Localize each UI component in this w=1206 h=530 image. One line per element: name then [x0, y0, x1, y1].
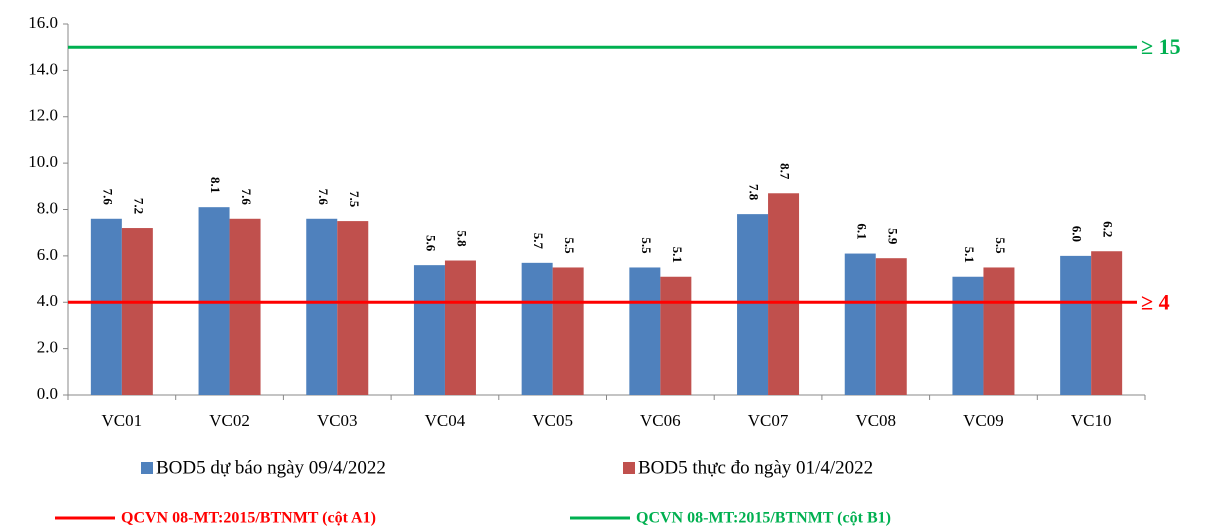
bar	[660, 276, 692, 395]
data-label: 7.8	[747, 184, 762, 201]
bar	[337, 221, 369, 395]
data-label: 7.6	[100, 189, 115, 206]
legend-swatch	[141, 462, 153, 474]
bar	[768, 193, 800, 395]
data-label: 5.1	[670, 247, 685, 263]
x-tick-label: VC04	[425, 411, 466, 430]
legend-label: BOD5 thực đo ngày 01/4/2022	[638, 457, 873, 478]
x-tick-label: VC09	[963, 411, 1004, 430]
x-tick-label: VC01	[102, 411, 143, 430]
y-tick-label: 8.0	[37, 198, 58, 217]
bar	[844, 253, 876, 395]
bar	[552, 267, 584, 395]
bar	[306, 218, 338, 395]
bar	[229, 218, 261, 395]
x-tick-label: VC08	[855, 411, 896, 430]
data-label: 6.1	[854, 223, 869, 239]
reference-label: ≥ 15	[1141, 34, 1181, 59]
data-label: 7.6	[239, 189, 254, 206]
legend-swatch	[623, 462, 635, 474]
data-label: 5.5	[562, 237, 577, 254]
bar	[737, 214, 769, 395]
reference-label: ≥ 4	[1141, 289, 1170, 314]
data-label: 5.5	[993, 237, 1008, 254]
y-tick-label: 0.0	[37, 384, 58, 403]
data-label: 5.6	[423, 235, 438, 252]
legend-label: QCVN 08-MT:2015/BTNMT (cột A1)	[121, 510, 376, 527]
bar	[1091, 251, 1123, 395]
data-label: 5.8	[454, 230, 469, 247]
data-label: 7.5	[347, 191, 362, 208]
data-label: 8.7	[778, 163, 793, 180]
data-label: 8.1	[208, 177, 223, 193]
x-tick-label: VC10	[1071, 411, 1112, 430]
bar	[521, 262, 553, 395]
bar	[629, 267, 661, 395]
bar	[952, 276, 984, 395]
bar	[90, 218, 122, 395]
y-tick-label: 16.0	[28, 13, 58, 32]
data-label: 5.9	[885, 228, 900, 245]
bar	[875, 258, 907, 395]
bar	[121, 228, 153, 395]
x-tick-label: VC07	[748, 411, 789, 430]
data-label: 5.5	[639, 237, 654, 254]
data-label: 6.0	[1070, 226, 1085, 242]
y-tick-label: 4.0	[37, 291, 58, 310]
x-tick-label: VC05	[532, 411, 573, 430]
y-tick-label: 10.0	[28, 152, 58, 171]
bar	[1060, 255, 1092, 395]
y-tick-label: 2.0	[37, 338, 58, 357]
data-label: 5.7	[531, 233, 546, 250]
y-tick-label: 12.0	[28, 106, 58, 125]
bar	[413, 265, 445, 395]
data-label: 6.2	[1101, 221, 1116, 237]
x-tick-label: VC02	[209, 411, 250, 430]
data-label: 7.2	[131, 198, 146, 214]
data-label: 5.1	[962, 247, 977, 263]
x-tick-label: VC06	[640, 411, 681, 430]
y-tick-label: 6.0	[37, 245, 58, 264]
legend-label: QCVN 08-MT:2015/BTNMT (cột B1)	[636, 510, 891, 527]
bar	[983, 267, 1015, 395]
y-tick-label: 14.0	[28, 59, 58, 78]
legend-label: BOD5 dự báo ngày 09/4/2022	[156, 457, 386, 478]
bar	[444, 260, 476, 395]
data-label: 7.6	[316, 189, 331, 206]
x-tick-label: VC03	[317, 411, 358, 430]
